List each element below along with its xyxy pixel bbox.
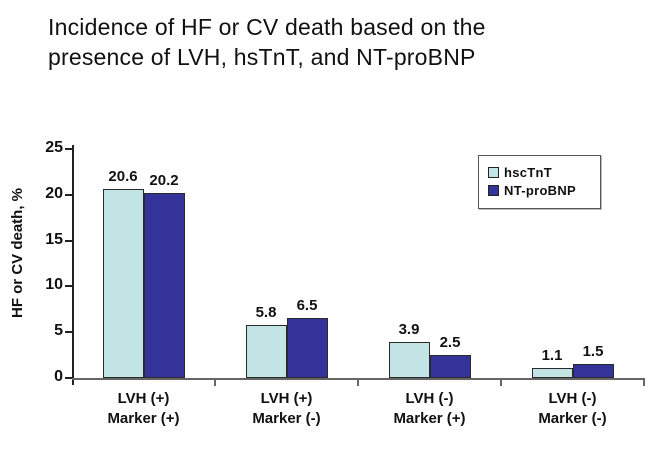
legend-label: hscTnT xyxy=(504,165,553,180)
y-tick xyxy=(65,377,72,379)
chart-title-line-2: presence of LVH, hsTnT, and NT-proBNP xyxy=(48,44,476,70)
x-axis-tick xyxy=(643,380,645,386)
legend-label: NT-proBNP xyxy=(504,183,577,198)
bar-value-label: 5.8 xyxy=(255,303,277,321)
category-label: LVH (-) Marker (-) xyxy=(538,390,607,427)
x-axis-tick xyxy=(500,380,502,386)
bar-value-label: 3.9 xyxy=(398,321,420,339)
y-tick xyxy=(65,239,72,242)
x-axis-tick xyxy=(357,380,359,386)
y-axis-line xyxy=(72,145,74,385)
bar-value-label: 2.5 xyxy=(439,334,461,352)
bar-value-label: 20.2 xyxy=(149,171,179,189)
x-axis-tick xyxy=(214,380,216,386)
legend: hscTnT NT-proBNP xyxy=(478,155,601,209)
bar-value-label: 20.6 xyxy=(108,168,138,186)
y-tick xyxy=(65,193,72,196)
y-tick-label: 25 xyxy=(45,139,63,156)
bar xyxy=(102,189,144,378)
y-tick-label: 15 xyxy=(45,230,63,248)
category-label: LVH (+) Marker (-) xyxy=(252,390,321,427)
y-tick xyxy=(65,148,72,150)
bar-value-label: 6.5 xyxy=(296,297,318,315)
chart-title: Incidence of HF or CV death based on the… xyxy=(48,12,608,72)
legend-item: hscTnT xyxy=(488,165,592,180)
category-label: LVH (+) Marker (+) xyxy=(107,390,180,427)
bar xyxy=(286,318,328,378)
legend-swatch xyxy=(488,185,499,196)
x-axis-line xyxy=(72,378,645,380)
bar-value-label: 1.5 xyxy=(582,343,604,361)
bar xyxy=(143,192,185,378)
bar xyxy=(388,342,430,378)
legend-item: NT-proBNP xyxy=(488,183,592,198)
y-tick-label: 0 xyxy=(54,368,63,385)
bar-value-label: 1.1 xyxy=(541,346,563,364)
y-tick-label: 5 xyxy=(54,322,63,340)
category-label: LVH (-) Marker (+) xyxy=(393,390,466,427)
chart-title-line-1: Incidence of HF or CV death based on the xyxy=(48,14,486,40)
bar xyxy=(572,364,614,378)
y-tick-label: 20 xyxy=(45,184,63,202)
bar xyxy=(531,367,573,378)
y-tick xyxy=(65,331,72,334)
y-tick-label: 10 xyxy=(45,276,63,294)
bar xyxy=(245,324,287,378)
y-tick xyxy=(65,285,72,288)
legend-swatch xyxy=(488,167,499,178)
bar xyxy=(429,355,471,378)
